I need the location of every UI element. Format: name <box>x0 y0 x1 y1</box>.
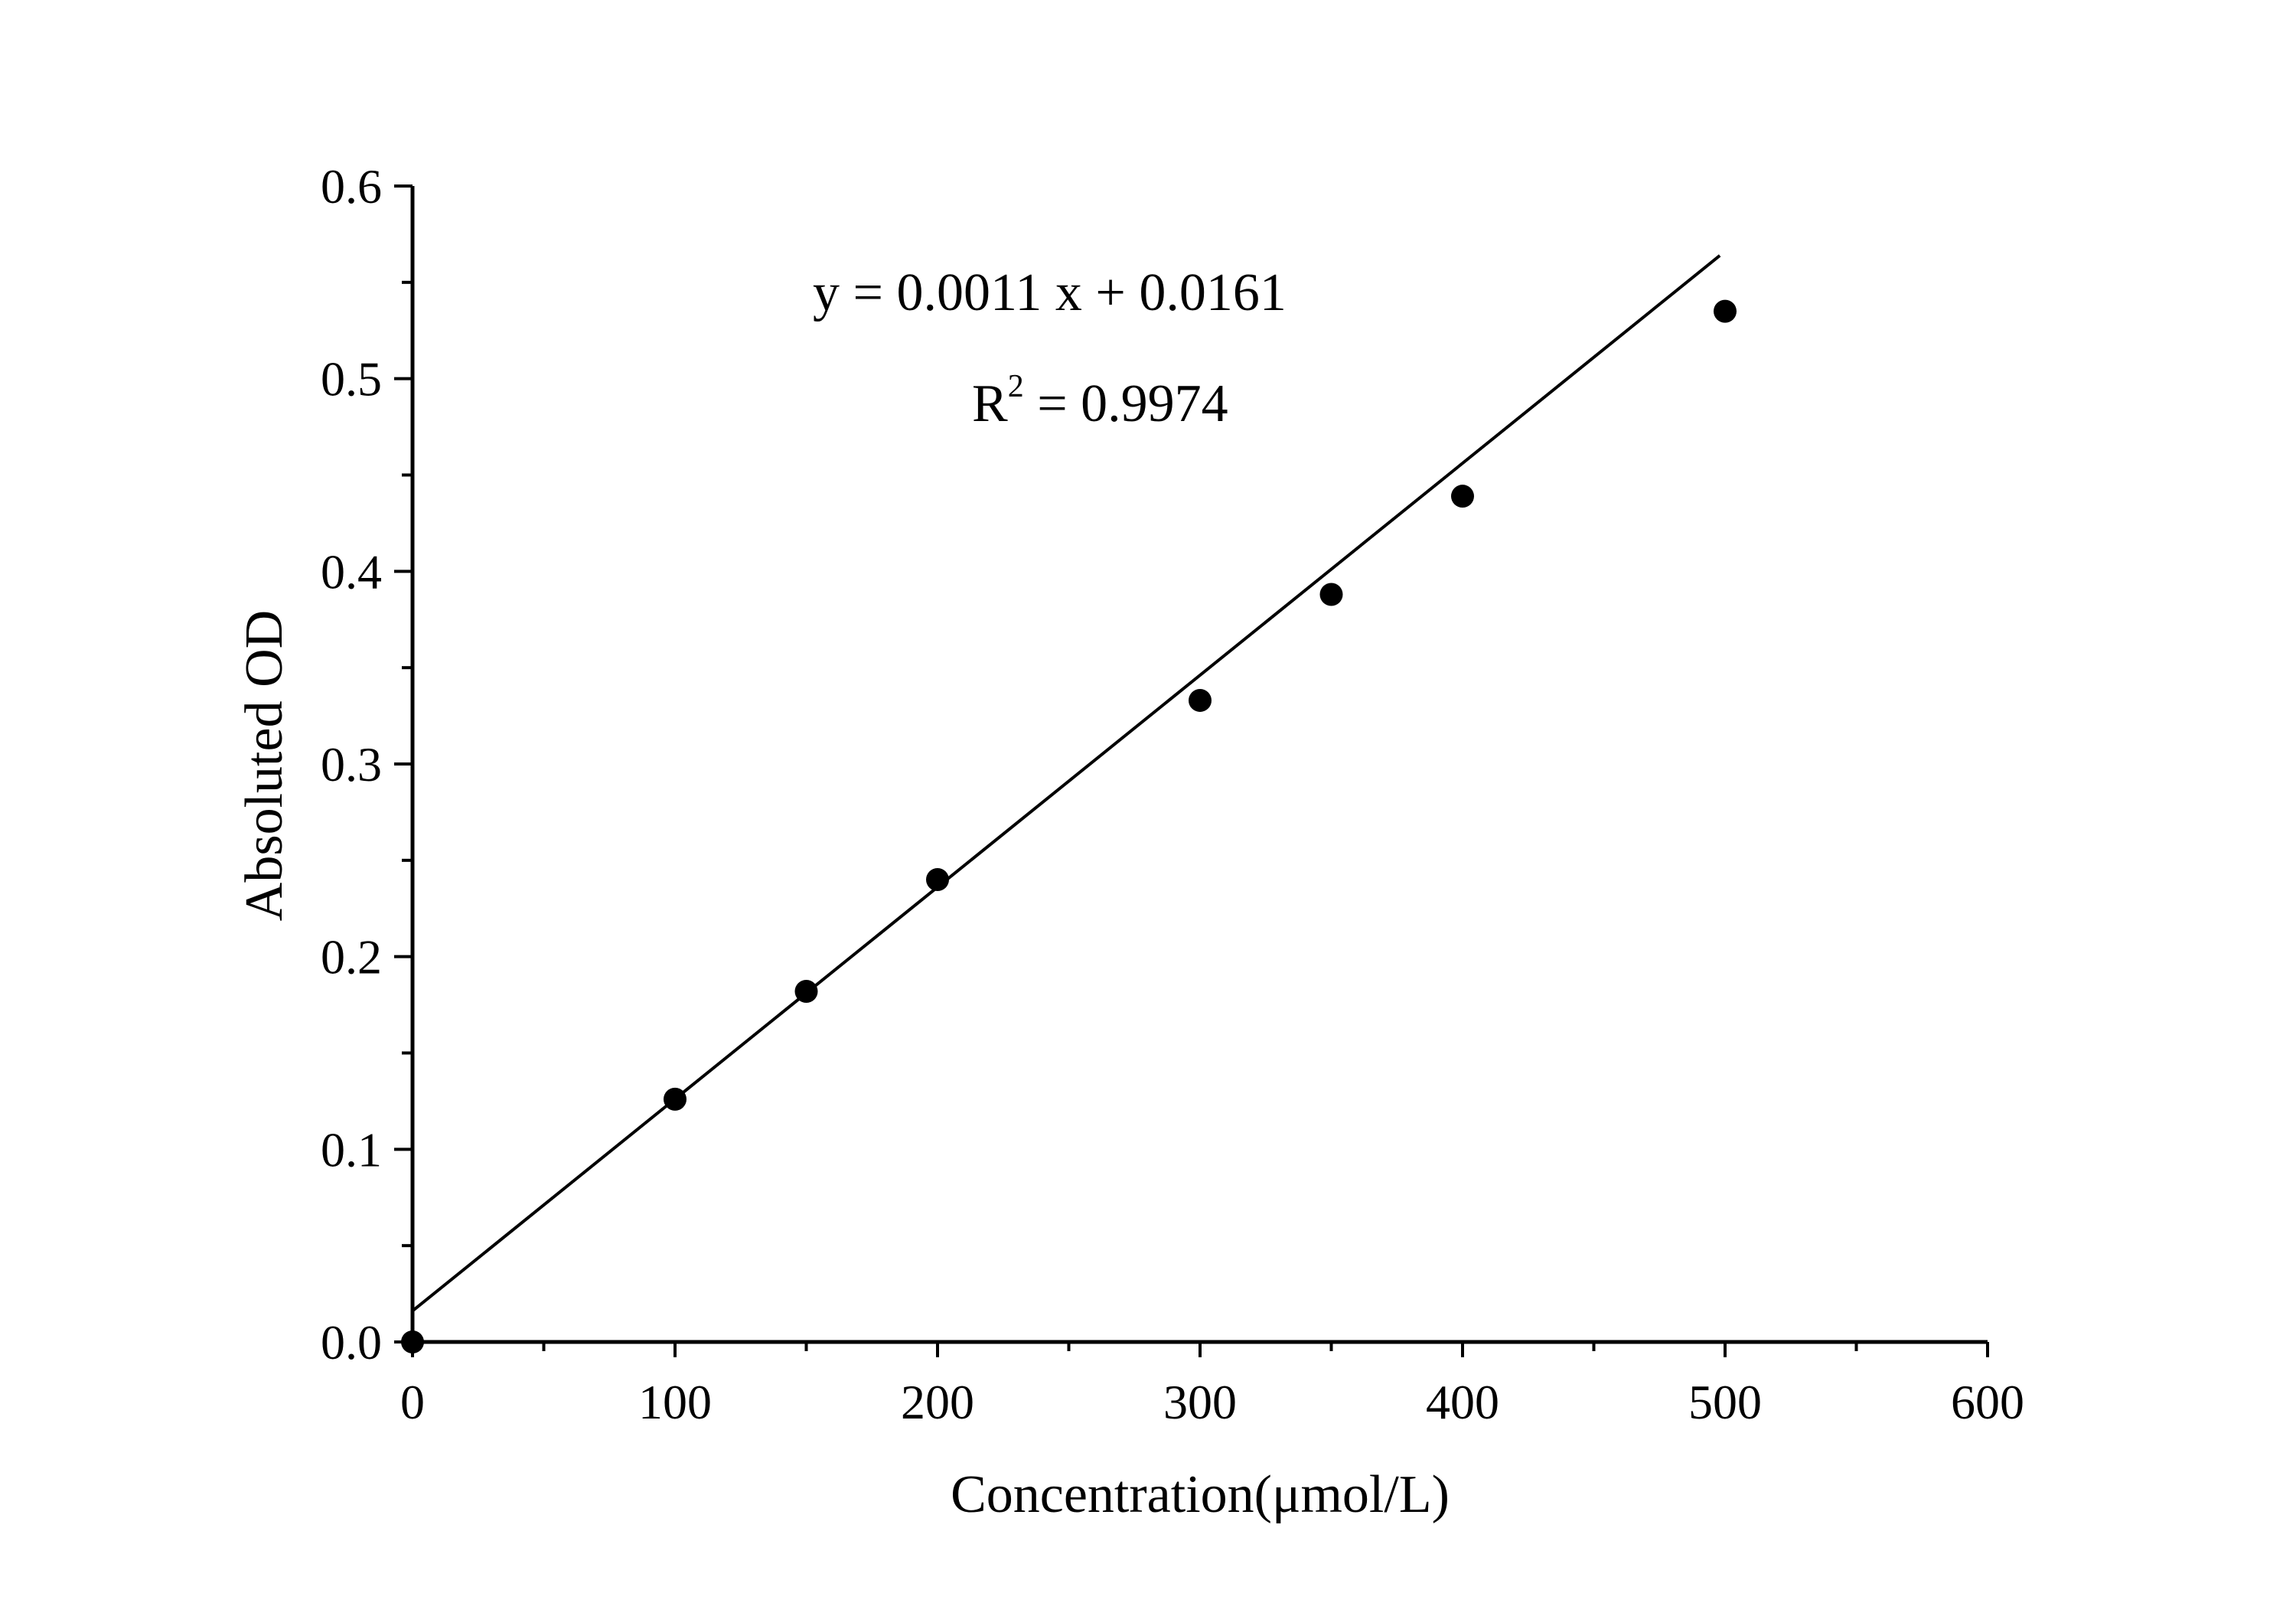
data-point <box>794 979 818 1003</box>
y-tick-label: 0.2 <box>321 930 382 984</box>
x-tick-label: 600 <box>1951 1375 2024 1429</box>
data-point <box>401 1330 424 1353</box>
x-tick-label: 500 <box>1688 1375 1762 1429</box>
y-axis-ticks: 0.0 0.1 0.2 0.3 0.4 0.5 0.6 <box>321 159 413 1370</box>
fit-line <box>411 254 1721 1313</box>
y-tick-label: 0.4 <box>321 544 382 599</box>
x-tick-label: 0 <box>400 1375 425 1429</box>
equation-annotation: y = 0.0011 x + 0.0161 <box>813 263 1287 322</box>
r-squared-annotation: R2 = 0.9974 <box>972 369 1228 433</box>
data-point <box>1451 485 1474 508</box>
y-axis-label: Absoluted OD <box>235 610 294 921</box>
data-point <box>1189 688 1212 712</box>
r-squared-prefix: R <box>972 374 1008 433</box>
axes <box>410 186 1988 1344</box>
y-tick-label: 0.3 <box>321 737 382 792</box>
data-points <box>401 299 1737 1353</box>
x-axis-ticks: 0 100 200 300 400 500 600 <box>400 1342 2024 1429</box>
x-axis-label: Concentration(μmol/L) <box>951 1465 1450 1524</box>
r-squared-superscript: 2 <box>1008 369 1024 404</box>
x-tick-label: 100 <box>638 1375 712 1429</box>
y-tick-label: 0.0 <box>321 1315 382 1370</box>
x-tick-label: 300 <box>1163 1375 1237 1429</box>
x-tick-label: 200 <box>901 1375 974 1429</box>
data-point <box>1714 299 1737 323</box>
y-tick-label: 0.6 <box>321 159 382 214</box>
data-point <box>664 1087 687 1111</box>
data-point <box>1319 583 1343 606</box>
x-tick-label: 400 <box>1426 1375 1499 1429</box>
y-tick-label: 0.1 <box>321 1122 382 1177</box>
y-tick-label: 0.5 <box>321 352 382 406</box>
fit-line-layer <box>411 254 1721 1313</box>
r-squared-value: = 0.9974 <box>1024 374 1228 433</box>
data-point <box>926 868 949 891</box>
